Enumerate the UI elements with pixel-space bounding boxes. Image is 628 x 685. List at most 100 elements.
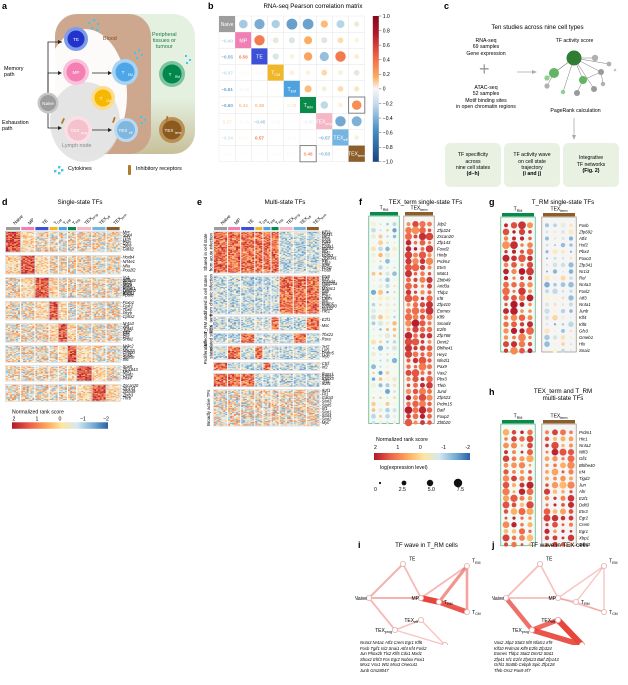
- panel-g: g T_RM single-state TFs TRM TEXterm Fosb Zf…: [488, 196, 628, 386]
- panel-f: f TEX_term single-state TFs TRM TEXterm Jd…: [358, 196, 488, 446]
- atac-l4: in open chromatin regions: [456, 104, 516, 111]
- panel-i-letter: i: [358, 540, 361, 550]
- panel-h: h TEX_term and T_RM multi-state TFs TRM T…: [488, 386, 628, 561]
- label-peripheral: Peripheral tissues or tumour: [152, 32, 177, 50]
- box0-bold: (d–h): [466, 171, 480, 178]
- panel-i-genes: Nr4a3 Nr4a1 Atf3 Crem Egr1 Klf6 Fosb Tgi…: [360, 640, 427, 673]
- panel-i-title: TF wave in T_RM cells: [395, 542, 458, 549]
- rk-t2: 0: [418, 445, 422, 451]
- svg-text:Cux1: Cux1: [123, 285, 133, 290]
- box1-l0: TF activity wave: [513, 152, 551, 159]
- svg-text:0.07: 0.07: [287, 152, 296, 157]
- dt-0: 0: [374, 487, 377, 493]
- panel-a-letter: a: [2, 1, 8, 11]
- svg-text:Gata2: Gata2: [123, 246, 135, 251]
- plus-icon: +: [479, 59, 490, 79]
- cell-Naive: Naive: [42, 101, 54, 106]
- label-cytokines: Cytokines: [68, 166, 92, 172]
- panel-c-letter: c: [444, 1, 450, 11]
- svg-text:0.12: 0.12: [239, 136, 248, 141]
- box0-l2: nine cell states: [455, 165, 491, 171]
- cell-TRM: T: [169, 72, 172, 77]
- legend-rank-title: Normalized rank score: [376, 437, 428, 443]
- panel-j-letter: j: [492, 540, 495, 550]
- tf-activity-title: TF activity score: [555, 38, 594, 44]
- svg-text:0.56: 0.56: [239, 55, 248, 60]
- box0-l0: TF specificity: [457, 152, 489, 159]
- panel-d: d Single-state TFs Naive MP TE TCM TEM TRM TEX…: [0, 196, 180, 685]
- svg-text:−0.60: −0.60: [221, 103, 233, 108]
- panel-h-title: TEX_term and T_RM multi-state TFs: [533, 388, 593, 402]
- rk-t0: 2: [374, 445, 377, 451]
- panel-d-heatmap: Naive MP TE TCM TEM TRM TEXprog TEXeff TEXterm My…: [5, 211, 139, 429]
- panel-h-dotplot: TRM TEXtermPrdm1Hic1Nr4a2Nfil3Gfi1Bhlhe40…: [500, 414, 595, 548]
- svg-text:−0.40: −0.40: [221, 38, 233, 43]
- svg-text:−0.16: −0.16: [237, 87, 249, 92]
- panel-b-title: RNA-seq Pearson correlation matrix: [263, 3, 363, 10]
- label-exhaustion-path: Exhaustion path: [2, 120, 29, 132]
- svg-text:−0.45: −0.45: [254, 119, 266, 124]
- panel-g-letter: g: [489, 197, 495, 207]
- pagerank-label: PageRank calculation: [550, 108, 601, 114]
- svg-text:MP: MP: [27, 217, 35, 225]
- svg-text:TEXprog: TEXprog: [83, 211, 99, 227]
- box-tf-specificity: TF specificity across nine cell states (…: [445, 143, 501, 187]
- svg-text:0: 0: [383, 87, 386, 93]
- svg-text:Myc: Myc: [123, 230, 131, 235]
- legend-rank-ticks: 2 1 0 -1 -2: [374, 445, 470, 451]
- svg-text:TEXeff: TEXeff: [333, 136, 348, 142]
- panel-e-title: Multi-state TFs: [264, 199, 306, 206]
- svg-text:−0.6: −0.6: [383, 130, 393, 136]
- panel-c-header: Ten studies across nine cell types: [491, 24, 584, 31]
- svg-text:−0.53: −0.53: [318, 152, 330, 157]
- svg-text:−0.4: −0.4: [383, 116, 393, 122]
- cell-TEXterm-sub: term: [175, 131, 182, 135]
- svg-text:Smad3: Smad3: [123, 278, 137, 283]
- panel-f-title: TEX_term single-state TFs: [388, 199, 463, 206]
- panel-h-letter: h: [489, 387, 495, 397]
- svg-text:0.48: 0.48: [304, 152, 313, 157]
- dt-3: 7.5: [456, 487, 464, 493]
- svg-text:−0.37: −0.37: [221, 71, 233, 76]
- svg-text:TEM: TEM: [288, 87, 297, 93]
- panel-j-title: TF wave in TEX cells: [530, 542, 589, 549]
- panel-i-wave: NaiveTEMPTRMTEMTCMTEXprogTEXeffTEXterm: [355, 557, 481, 645]
- svg-text:Tbx6: Tbx6: [123, 307, 133, 312]
- panel-j-wave: NaiveTEMPTRMTEMTCMTEXprogTEXeffTEXterm: [492, 557, 618, 645]
- cell-TEXprog: TEX: [71, 128, 80, 133]
- panel-a: a TE MP T CM T EM T: [0, 0, 205, 196]
- svg-text:−0.13: −0.13: [237, 71, 249, 76]
- rk-t4: -2: [465, 445, 470, 451]
- svg-text:−0.17: −0.17: [254, 71, 266, 76]
- panel-g-dotplot: TRM TEXtermFosbZfp692Atf4Hsf2Pbx4Foxo3Zfp…: [500, 207, 594, 355]
- box2-l1: TF networks: [576, 161, 606, 168]
- svg-text:0.02: 0.02: [304, 136, 313, 141]
- svg-text:TCM: TCM: [53, 216, 63, 226]
- dt-2: 5.0: [427, 487, 435, 493]
- svg-text:−0.03: −0.03: [270, 136, 282, 141]
- panel-e-letter: e: [197, 197, 203, 207]
- svg-text:TEXeff: TEXeff: [98, 213, 111, 226]
- rnaseq-l3: Gene expression: [466, 50, 506, 57]
- panel-d-letter: d: [2, 197, 8, 207]
- svg-text:−0.01: −0.01: [237, 152, 249, 157]
- svg-text:0.01: 0.01: [271, 103, 280, 108]
- cell-TEM-sub: EM: [128, 73, 133, 77]
- svg-text:−0.15: −0.15: [237, 119, 249, 124]
- box2-bold: (Fig. 2): [582, 168, 600, 175]
- svg-text:Foxr2: Foxr2: [123, 303, 134, 308]
- svg-text:Sox4: Sox4: [123, 232, 133, 237]
- svg-text:Nfia: Nfia: [123, 263, 131, 268]
- svg-text:−0.09: −0.09: [221, 152, 233, 157]
- svg-text:Ppard: Ppard: [123, 293, 135, 298]
- rk-t1: 1: [396, 445, 400, 451]
- svg-text:TE: TE: [256, 55, 263, 61]
- svg-text:TEXterm: TEXterm: [348, 152, 366, 158]
- svg-text:Nrf4e1: Nrf4e1: [123, 259, 135, 264]
- panel-g-title: T_RM single-state TFs: [531, 199, 595, 206]
- svg-text:−0.02: −0.02: [254, 87, 266, 92]
- panel-b: b RNA-seq Pearson correlation matrix Nai…: [205, 0, 445, 196]
- svg-text:−0.12: −0.12: [270, 152, 282, 157]
- svg-text:Sox7: Sox7: [123, 283, 133, 288]
- svg-text:0.57: 0.57: [255, 136, 264, 141]
